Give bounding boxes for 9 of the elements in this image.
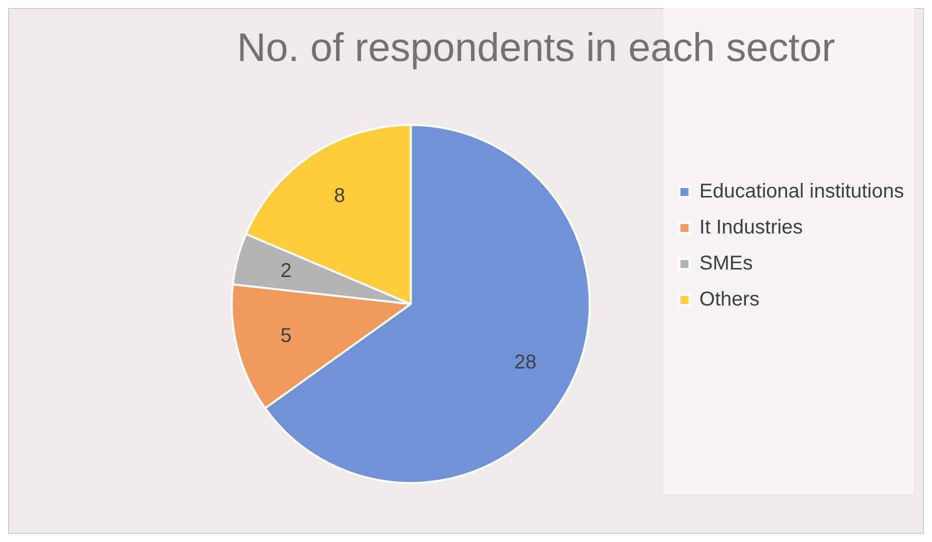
- data-label: 8: [334, 185, 346, 208]
- legend-label: SMEs: [699, 252, 753, 275]
- data-label: 28: [514, 351, 536, 374]
- legend-label: Educational institutions: [699, 180, 904, 203]
- text: No. of respondents in each sector: [236, 26, 836, 70]
- legend-label: Others: [699, 288, 760, 311]
- data-label: 5: [280, 325, 292, 348]
- data-label: 2: [280, 260, 292, 282]
- legend-label: It Industries: [699, 216, 803, 239]
